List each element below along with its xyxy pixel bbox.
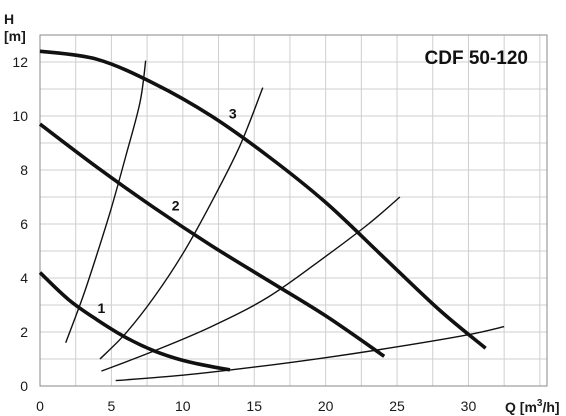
system-curve-4 (116, 327, 504, 381)
pump-curves (40, 51, 486, 370)
x-tick-label: 25 (389, 398, 405, 414)
y-tick-label: 10 (12, 108, 28, 124)
curve-label-1: 1 (98, 300, 106, 316)
y-tick-label: 2 (20, 324, 28, 340)
system-curves (66, 61, 504, 381)
x-axis-unit-end: /h] (542, 399, 559, 415)
curve-labels: 1 2 3 (98, 106, 237, 316)
x-axis-label-main: Q [m (505, 399, 537, 415)
x-tick-label: 30 (461, 398, 477, 414)
pump-curve-2 (40, 124, 384, 356)
chart-title: CDF 50-120 (425, 48, 529, 69)
system-curve-1 (66, 61, 146, 343)
x-tick-label: 0 (36, 398, 44, 414)
x-axis-label: Q [m3/h] (505, 398, 560, 415)
system-curve-3 (101, 197, 399, 371)
y-tick-label: 12 (12, 54, 28, 70)
x-tick-label: 15 (246, 398, 262, 414)
y-tick-label: 6 (20, 216, 28, 232)
y-tick-label: 4 (20, 270, 28, 286)
system-curve-2 (100, 88, 263, 359)
x-tick-label: 5 (108, 398, 116, 414)
x-tick-label: 10 (175, 398, 191, 414)
y-axis-unit: [m] (4, 28, 26, 44)
curve-label-3: 3 (229, 106, 237, 122)
y-tick-label: 8 (20, 162, 28, 178)
curve-label-2: 2 (172, 198, 180, 214)
y-tick-label: 0 (20, 378, 28, 394)
x-tick-label: 20 (318, 398, 334, 414)
y-axis-label: H (4, 11, 14, 27)
pump-curve-3 (40, 51, 486, 348)
